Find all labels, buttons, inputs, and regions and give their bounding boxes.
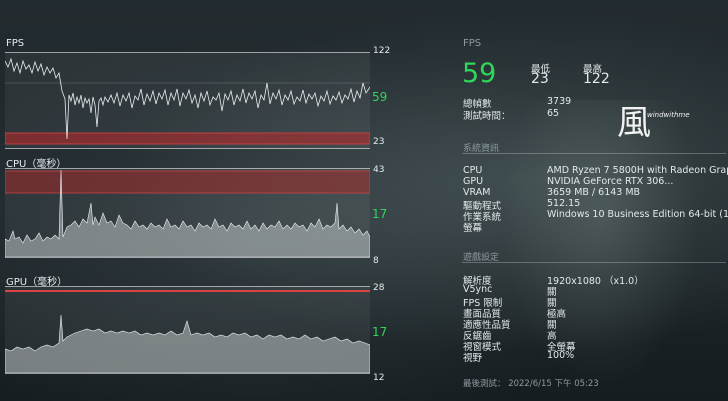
logo-glyph: 風 [617,103,651,143]
gpu-axis-current: 17 [372,325,388,339]
system-label: CPU [463,165,483,176]
gpu-axis-min: 12 [373,373,385,383]
fps-min-value: 23 [531,71,549,87]
test-time-label: 測試時間： [463,111,511,122]
system-divider [462,153,726,154]
game-value: 關 [547,287,557,298]
gpu-axis-max: 28 [373,283,385,293]
gpu-graph [4,286,371,374]
fps-axis-max: 122 [373,46,391,56]
game-value: 高 [547,331,557,342]
game-value: 100% [547,350,575,361]
cpu-threshold-band [4,170,371,194]
game-label: 解析度 [463,276,492,287]
system-label: 作業系統 [463,212,502,223]
statue-artwork [500,100,700,390]
game-section-title: 遊戲設定 [463,253,500,263]
system-section-title: 系統資訊 [463,144,500,154]
gpu-graph-plot [4,290,371,374]
system-label: 螢幕 [463,223,483,234]
last-test-timestamp: 最後測試： 2022/6/15 下午 05:23 [463,379,599,389]
gpu-graph-title: GPU（毫秒） [6,277,68,288]
cpu-graph [4,168,371,258]
fps-min-label: 最低 [531,64,551,75]
game-label: 視窗模式 [463,342,502,353]
watermark-logo: 風 windwithme [617,95,707,143]
fps-graph [4,52,371,149]
fps-panel-header: FPS [463,38,482,49]
fps-max-label: 最高 [583,64,603,75]
game-label: 適應性品質 [463,320,511,331]
cpu-graph-plot [4,169,371,258]
total-frames-label: 總幀數 [463,99,492,110]
game-label: FPS 限制 [463,298,503,309]
fps-line [4,57,371,140]
game-value: 極高 [547,309,567,320]
fps-threshold-band [4,132,371,145]
test-time-value: 65 [547,108,560,119]
fps-axis-current: 59 [372,90,388,104]
game-label: V5ync [463,284,493,295]
system-value: 512.15 [547,198,581,209]
game-label: 視野 [463,353,483,364]
fps-graph-plot [4,57,371,145]
gpu-area [4,314,371,374]
cpu-axis-max: 43 [373,165,385,175]
total-frames-value: 3739 [547,96,572,107]
system-label: 驅動程式 [463,201,502,212]
game-value: 全螢幕 [547,342,576,353]
game-label: 反鋸齒 [463,331,492,342]
game-divider [462,262,726,263]
game-value: 1920x1080 （x1.0） [547,276,644,287]
fps-axis-min: 23 [373,137,385,147]
logo-text: windwithme [647,111,690,119]
game-label: 畫面品質 [463,309,502,320]
cpu-axis-min: 8 [373,256,379,266]
system-label: VRAM [463,187,491,198]
game-value: 關 [547,298,557,309]
cpu-axis-current: 17 [372,207,388,221]
game-value: 關 [547,320,557,331]
system-value: AMD Ryzen 7 5800H with Radeon Graphi... [547,165,728,176]
system-value: 3659 MB / 6143 MB [547,187,641,198]
fps-current-value: 59 [462,58,497,89]
cpu-graph-title: CPU（毫秒） [6,159,67,170]
cpu-area [4,169,371,258]
system-label: GPU [463,176,484,187]
fps-max-value: 122 [583,71,610,87]
system-value: NVIDIA GeForce RTX 306... [547,176,674,187]
system-value: Windows 10 Business Edition 64-bit (10..… [547,209,728,220]
fps-graph-title: FPS [6,38,25,49]
